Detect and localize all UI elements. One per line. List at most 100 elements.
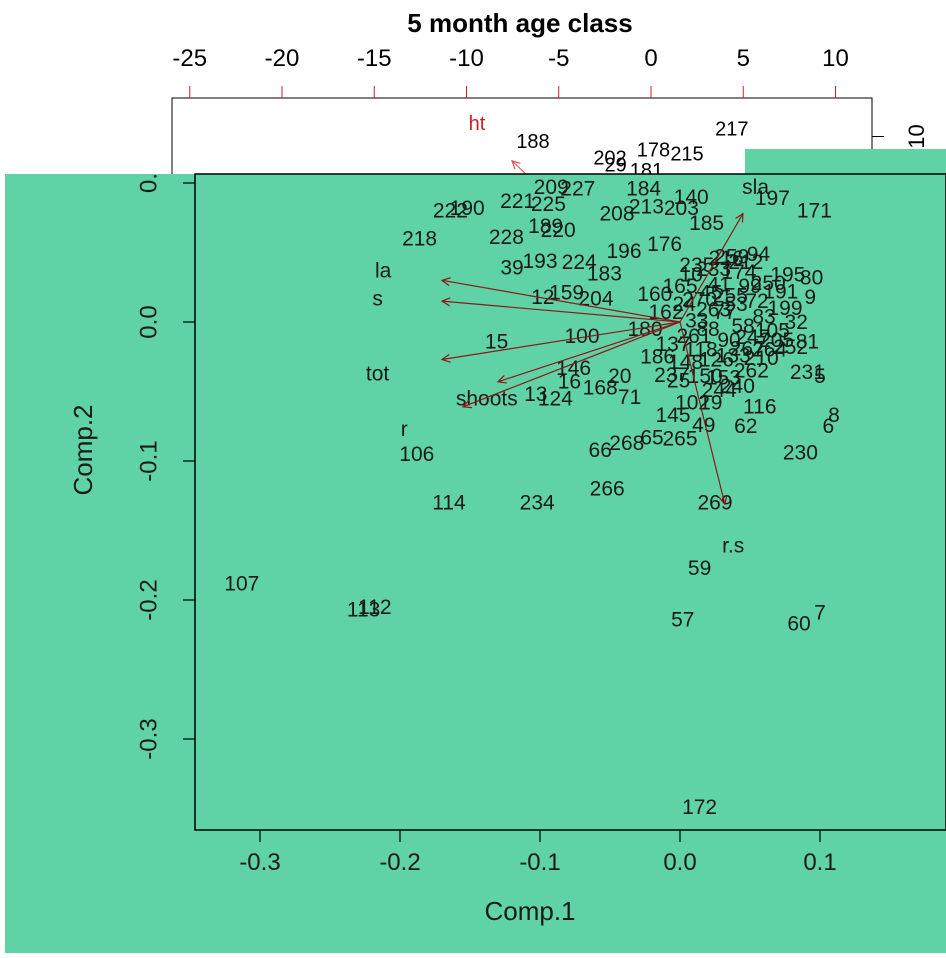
point-label: 7: [814, 601, 826, 624]
top-axis-tick-label: -20: [265, 45, 300, 72]
point-label: 160: [637, 283, 672, 306]
point-label: 193: [522, 250, 557, 273]
x-axis-tick-label: 0.0: [663, 849, 696, 876]
point-label: 13: [524, 383, 547, 406]
x-axis-tick-label: 0.1: [803, 849, 836, 876]
point-label: 15: [485, 330, 508, 353]
point-label: 221: [500, 190, 535, 213]
point-label: 180: [627, 318, 662, 341]
y-axis-label: Comp.2: [68, 404, 98, 495]
point-label: 195: [770, 264, 805, 287]
loading-arrows: la s tot shoots r sla r.s: [366, 176, 769, 558]
point-label: 116: [743, 396, 776, 419]
overlay-plot-layer: -0.3 -0.2 -0.1 0.0 0.1 -0.3 -0.2 -0.1 0.0 0. Com…: [5, 149, 946, 953]
point-label: 244: [702, 379, 737, 402]
point-label: 133: [716, 344, 751, 367]
point-label: 191: [763, 280, 798, 303]
point-label: 80: [800, 266, 823, 289]
background-point-label: 29: [604, 155, 626, 177]
top-axis-tick-label: 5: [737, 45, 750, 72]
point-label: 185: [689, 212, 724, 235]
point-label: 252: [773, 336, 808, 359]
point-label: 186: [640, 346, 675, 369]
point-label: 57: [671, 608, 694, 631]
point-label: 264: [752, 339, 787, 362]
point-label: 124: [538, 387, 573, 410]
point-label: 240: [720, 375, 755, 398]
x-axis-tick-label: -0.3: [239, 849, 280, 876]
point-label: 90: [717, 329, 740, 352]
loading-arrow: [442, 280, 681, 323]
x-axis-label: Comp.1: [484, 896, 575, 926]
point-label: 66: [589, 439, 612, 462]
point-label: 259: [714, 246, 749, 269]
point-label: 94: [747, 243, 771, 266]
point-label: 126: [699, 348, 734, 371]
y-axis-tick-label: -0.3: [135, 718, 162, 759]
point-label: 235: [679, 254, 714, 277]
point-label: 20: [608, 365, 631, 388]
point-label: 231: [790, 361, 825, 384]
loading-arrow: [463, 321, 681, 407]
point-label: 227: [560, 177, 595, 200]
point-label: 113: [347, 599, 380, 622]
point-label: 228: [489, 226, 524, 249]
point-label: 19: [699, 392, 722, 415]
loading-label: sla: [742, 176, 769, 199]
point-label: 145: [655, 404, 690, 427]
loading-label: shoots: [456, 387, 518, 410]
background-point-label: 188: [516, 131, 549, 153]
x-axis-tick-label: -0.2: [379, 849, 420, 876]
point-label: 266: [590, 478, 625, 501]
point-label: 247: [735, 326, 770, 349]
point-label: 262: [734, 360, 769, 383]
point-label: 165: [662, 275, 697, 298]
point-label: 210: [744, 347, 779, 370]
point-label: 218: [402, 228, 437, 251]
point-label: 212: [728, 251, 763, 274]
point-label: 10: [680, 264, 703, 287]
point-label: 53: [724, 293, 747, 316]
point-label: 220: [541, 219, 576, 242]
point-label: 114: [432, 492, 466, 515]
point-label: 263: [696, 298, 731, 321]
point-label: 33: [685, 310, 708, 333]
point-label: 174: [721, 261, 756, 284]
point-label: 250: [751, 272, 786, 295]
point-label: 204: [578, 287, 613, 310]
y-axis: -0.3 -0.2 -0.1 0.0 0.: [135, 173, 195, 760]
point-label: 16: [558, 371, 581, 394]
y-axis-tick-label: -0.1: [135, 440, 162, 481]
point-label: 225: [531, 193, 566, 216]
point-label: 6: [823, 415, 835, 438]
point-label: 77: [713, 301, 736, 324]
point-label: 172: [682, 796, 717, 819]
point-label: 171: [797, 200, 832, 223]
point-label: 83: [752, 305, 775, 328]
point-label: 176: [647, 233, 682, 256]
point-label: 159: [549, 282, 584, 305]
point-label: 58: [731, 315, 754, 338]
point-label: 65: [640, 426, 663, 449]
point-label: 72: [745, 290, 768, 313]
y-axis-tick-label: 0.: [135, 173, 162, 193]
point-label: 255: [713, 285, 748, 308]
point-label: 213: [629, 196, 664, 219]
y-axis-tick-label: 0.0: [135, 305, 162, 338]
point-label: 153: [706, 367, 741, 390]
point-label: 49: [692, 414, 715, 437]
point-label: 209: [534, 176, 569, 199]
background-point-label: 215: [670, 143, 703, 165]
loading-arrow: [498, 321, 681, 382]
point-label: 183: [587, 262, 622, 285]
point-label: 100: [564, 325, 599, 348]
point-label: 45: [699, 282, 722, 305]
background-loading-label: ht: [469, 113, 486, 135]
top-axis-tick-label: -15: [357, 45, 392, 72]
point-label: 222: [433, 200, 468, 223]
top-axis-tick-label: -5: [548, 45, 569, 72]
point-label: 137: [655, 333, 690, 356]
point-label: 146: [556, 357, 591, 380]
